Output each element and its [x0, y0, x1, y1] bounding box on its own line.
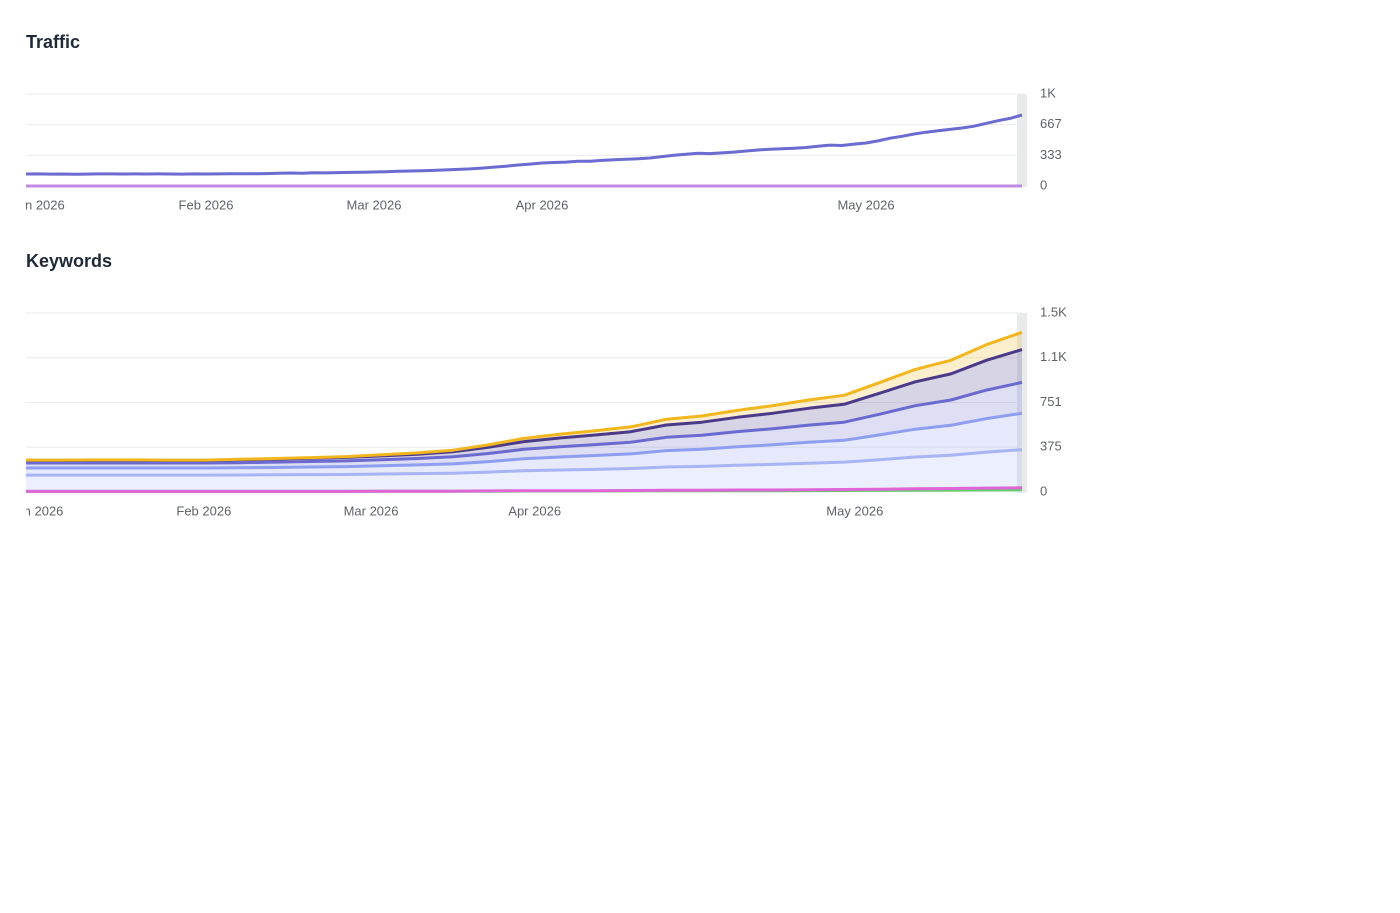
current-period-shade — [1017, 94, 1027, 187]
series-line — [26, 411, 1023, 470]
y-tick-label: 667 — [1040, 116, 1062, 131]
x-tick-label: Jan 2026 — [11, 197, 65, 212]
x-tick-label: Mar 2026 — [347, 197, 402, 212]
y-tick-label: 0 — [1040, 483, 1047, 498]
area-fill — [26, 413, 1022, 476]
x-tick-label: May 2026 — [837, 197, 894, 212]
y-tick-label: 375 — [1040, 439, 1062, 454]
series-line — [25, 113, 1023, 176]
x-tick-label: Apr 2026 — [516, 197, 569, 212]
x-axis-labels: Jan 2026 Feb 2026 Mar 2026 Apr 2026 May 2026 — [11, 197, 895, 212]
y-tick-label: 1K — [1040, 85, 1056, 100]
y-tick-label: 751 — [1040, 394, 1062, 409]
chart-title: Keywords — [26, 251, 112, 271]
chart-title: Traffic — [26, 32, 80, 52]
x-tick-label: May 2026 — [826, 503, 883, 518]
x-tick-label: Jan 2026 — [10, 503, 64, 518]
x-tick-label: Mar 2026 — [344, 503, 399, 518]
series-line — [26, 330, 1023, 462]
y-tick-label: 0 — [1040, 177, 1047, 192]
y-tick-label: 1.5K — [1040, 304, 1067, 319]
x-tick-label: Apr 2026 — [508, 503, 561, 518]
x-tick-label: Feb 2026 — [179, 197, 234, 212]
x-tick-label: Feb 2026 — [176, 503, 231, 518]
x-axis-labels: Jan 2026 Feb 2026 Mar 2026 Apr 2026 May 2026 — [10, 503, 883, 518]
series-line — [26, 448, 1023, 477]
y-tick-label: 1.1K — [1040, 349, 1067, 364]
y-tick-label: 333 — [1040, 147, 1062, 162]
area-fill — [26, 449, 1022, 492]
series-line — [26, 486, 1023, 493]
series-line — [26, 380, 1023, 465]
